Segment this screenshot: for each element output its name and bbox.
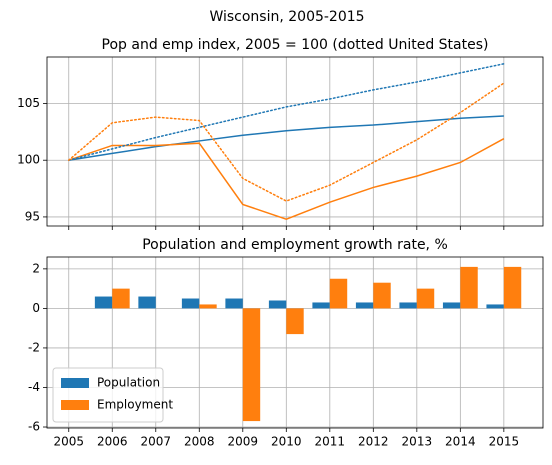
bar [181, 298, 200, 309]
y-tick-label: 2 [32, 261, 40, 275]
bar [94, 296, 113, 309]
legend-label: Employment [97, 398, 173, 412]
y-tick-label: 105 [17, 96, 40, 110]
y-tick-label: -6 [28, 420, 40, 434]
bar [503, 266, 522, 309]
x-tick-label: 2012 [358, 435, 389, 449]
x-tick-label: 2005 [53, 435, 84, 449]
legend-swatch [61, 400, 89, 410]
line [68, 138, 505, 220]
axes-frame [46, 56, 544, 227]
chart-title: Pop and emp index, 2005 = 100 (dotted Un… [102, 37, 489, 53]
bar [373, 282, 391, 309]
y-tick-label: 95 [25, 209, 40, 223]
x-tick-label: 2007 [140, 435, 171, 449]
y-tick-label: -4 [28, 380, 40, 394]
bar [199, 304, 217, 309]
axes-frame [46, 256, 544, 429]
bar [242, 308, 261, 422]
bar [460, 266, 478, 309]
figure-title: Wisconsin, 2005-2015 [209, 9, 364, 25]
line [68, 115, 504, 161]
bar [355, 302, 374, 309]
bar [286, 308, 304, 335]
legend-swatch [61, 378, 89, 388]
y-tick-label: 0 [32, 301, 40, 315]
x-tick-label: 2015 [489, 435, 520, 449]
bar [442, 302, 461, 309]
line [68, 63, 505, 161]
x-tick-label: 2006 [97, 435, 128, 449]
bar [312, 302, 330, 309]
bar [486, 304, 504, 309]
x-tick-label: 2010 [271, 435, 302, 449]
bar [112, 288, 130, 309]
y-tick-label: -2 [28, 340, 40, 354]
x-tick-label: 2013 [402, 435, 433, 449]
x-tick-label: 2014 [445, 435, 476, 449]
x-tick-label: 2009 [228, 435, 259, 449]
line [68, 82, 505, 202]
bar [268, 300, 287, 309]
bar [416, 288, 435, 309]
x-tick-label: 2008 [184, 435, 215, 449]
bar [138, 296, 156, 309]
x-tick-label: 2011 [315, 435, 346, 449]
legend-label: Population [97, 376, 160, 390]
bar [225, 298, 243, 309]
legend: Population Employment [52, 367, 173, 423]
y-tick-label: 100 [17, 153, 40, 167]
bar [399, 302, 417, 309]
bar [329, 278, 348, 309]
chart-title: Population and employment growth rate, % [142, 237, 448, 253]
